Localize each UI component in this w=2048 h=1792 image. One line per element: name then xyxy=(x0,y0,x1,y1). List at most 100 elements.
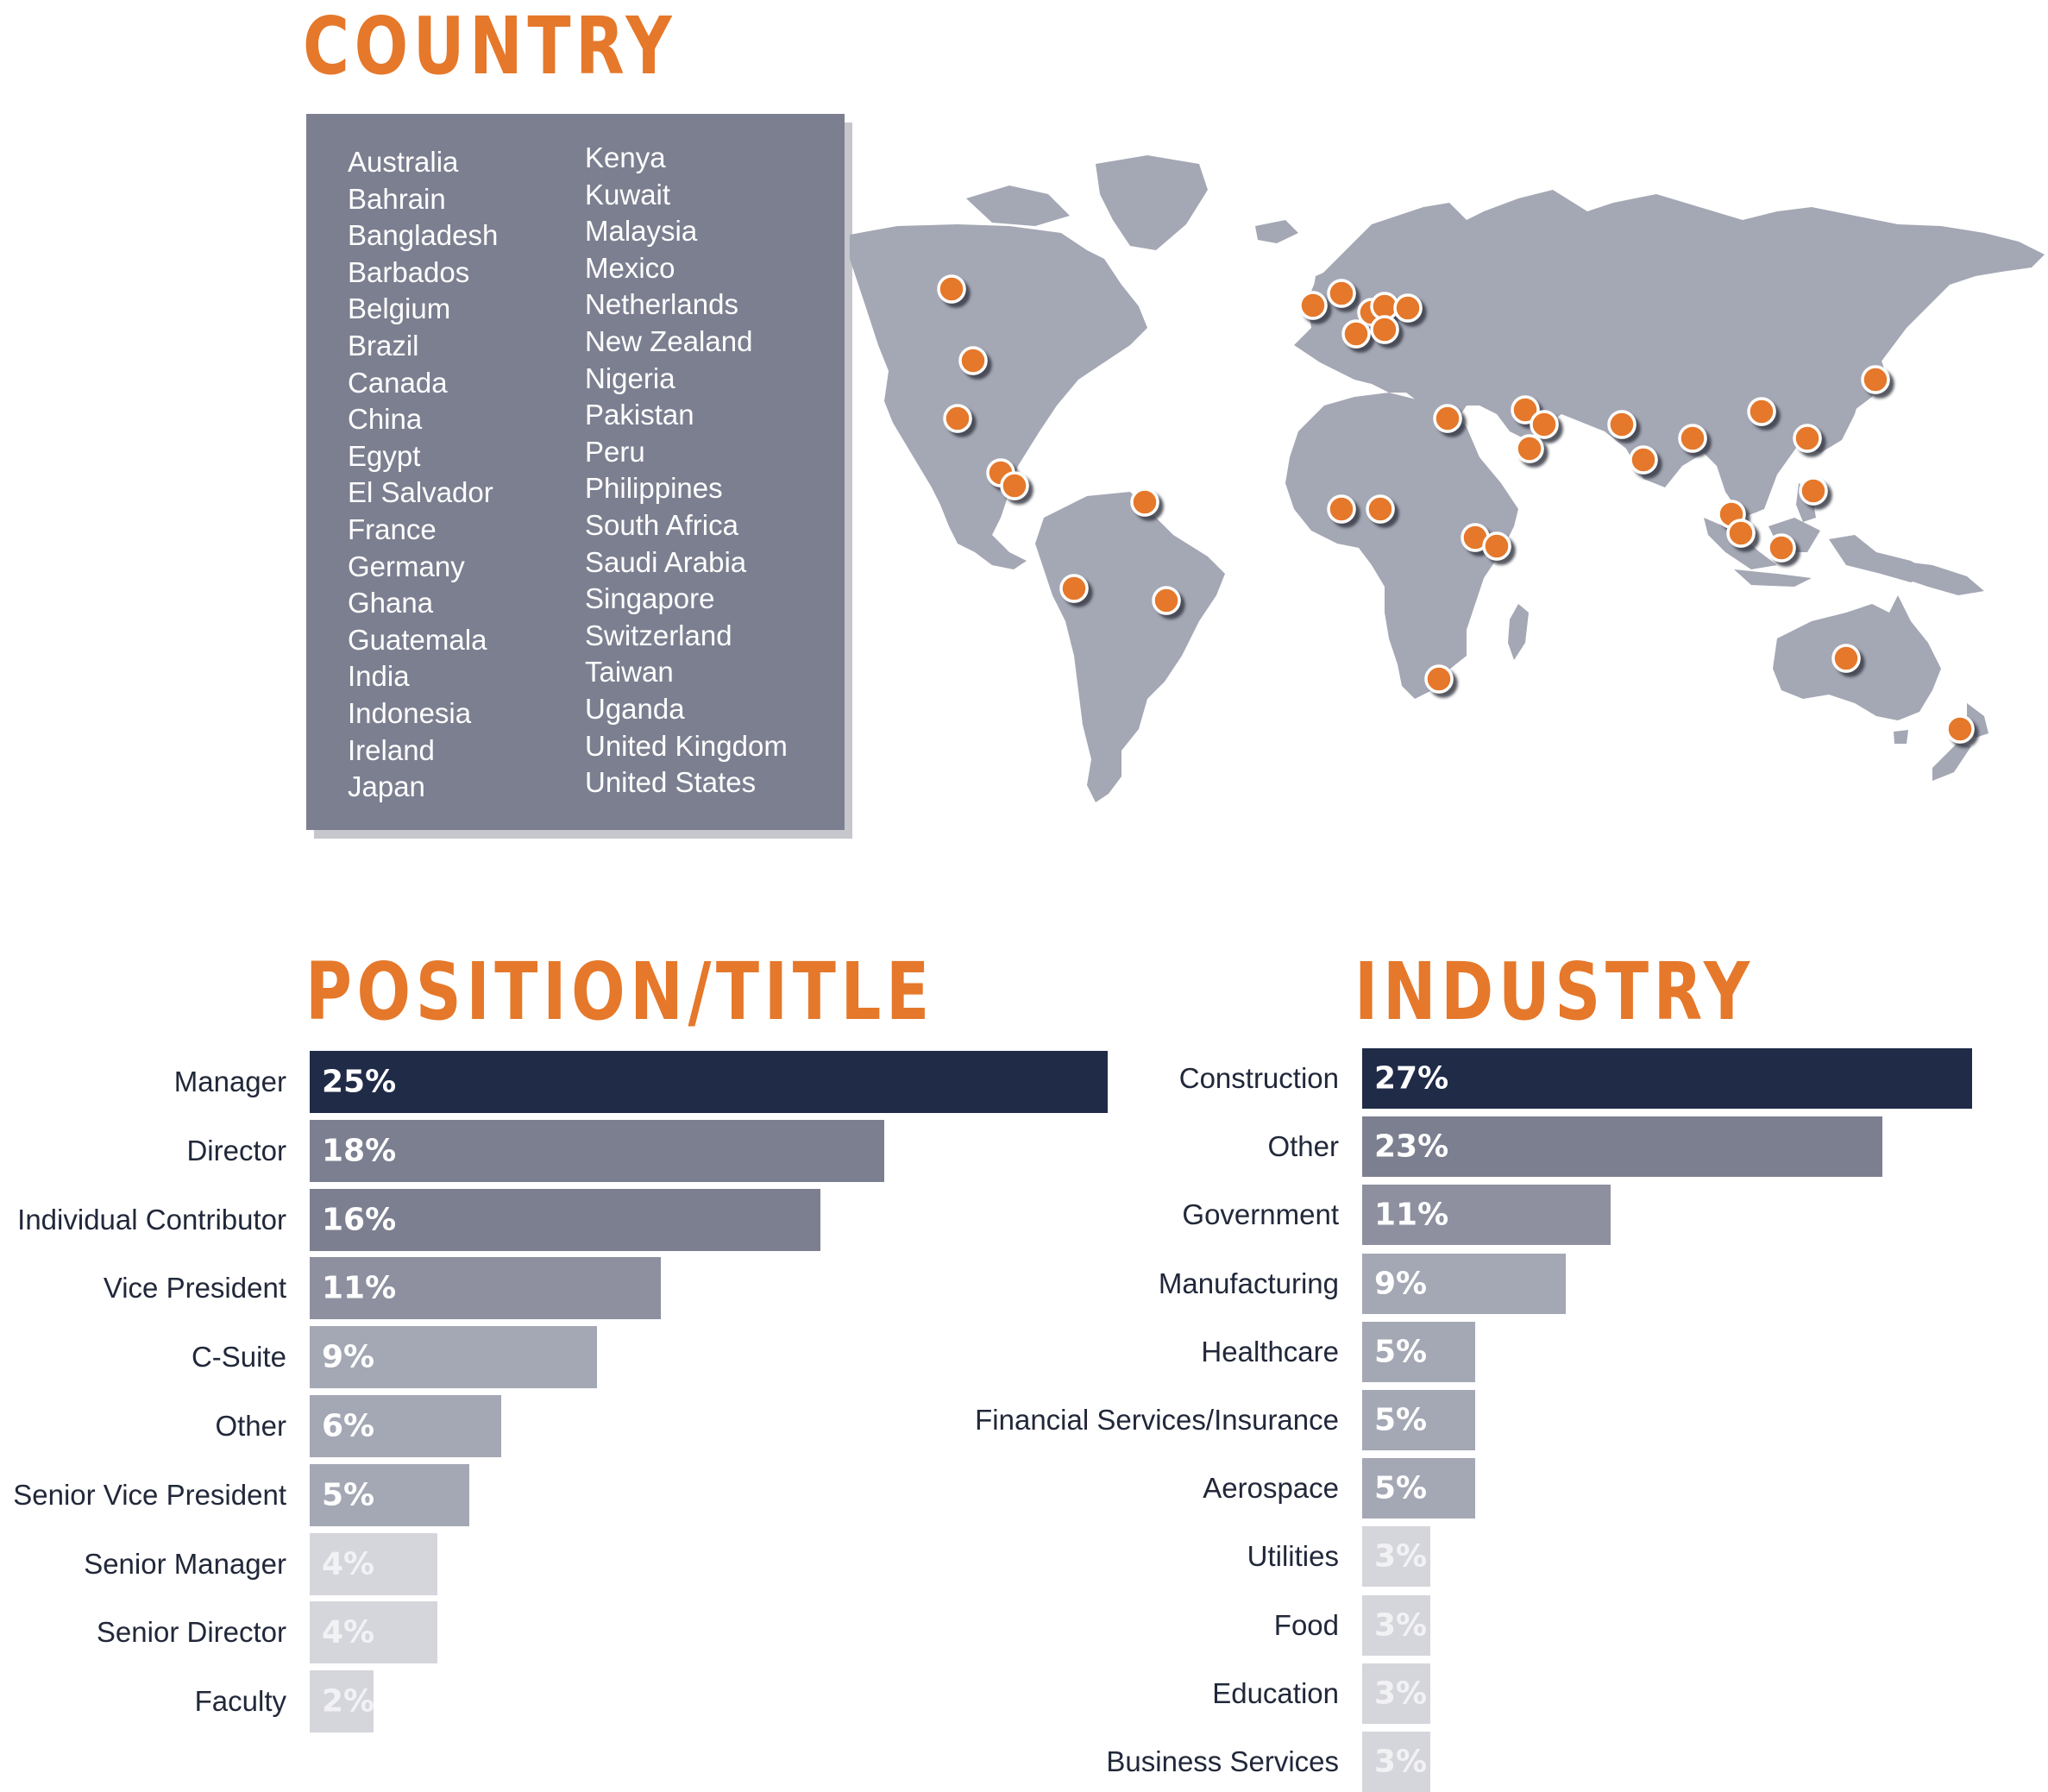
country-list-item: Peru xyxy=(585,435,645,468)
position-value-label: 5% xyxy=(322,1477,375,1513)
country-heading: COUNTRY xyxy=(303,0,677,92)
continent-new-zealand xyxy=(1932,703,1988,781)
country-list-item: Taiwan xyxy=(585,656,674,689)
location-marker xyxy=(1366,494,1395,524)
position-bar: 4% xyxy=(310,1601,437,1664)
country-list-item: Philippines xyxy=(585,472,723,505)
position-value-label: 2% xyxy=(322,1683,375,1720)
location-marker xyxy=(1799,476,1828,506)
industry-bar: 5% xyxy=(1362,1458,1475,1519)
position-category-label: Faculty xyxy=(194,1685,286,1718)
country-list-item: Netherlands xyxy=(585,288,738,321)
location-marker xyxy=(1298,291,1328,320)
industry-value-label: 3% xyxy=(1374,1676,1428,1712)
industry-category-label: Manufacturing xyxy=(1158,1267,1339,1299)
position-bar: 4% xyxy=(310,1532,437,1595)
continent-south-america xyxy=(1035,492,1225,802)
country-list-item: Egypt xyxy=(348,439,421,472)
industry-value-label: 3% xyxy=(1374,1607,1428,1644)
country-list-item: Bahrain xyxy=(348,182,446,215)
continent-sea-islands xyxy=(1704,483,1932,587)
country-list-item: Kuwait xyxy=(585,178,671,211)
location-marker xyxy=(1393,293,1423,323)
location-marker xyxy=(1000,471,1029,500)
location-marker xyxy=(937,274,966,304)
country-list-item: France xyxy=(348,512,437,545)
country-list-item: Uganda xyxy=(585,692,685,725)
continents xyxy=(850,155,2045,802)
location-marker xyxy=(1747,397,1776,426)
location-marker xyxy=(1793,424,1822,453)
industry-bar: 3% xyxy=(1362,1594,1430,1656)
location-marker xyxy=(1370,315,1399,344)
country-list-item: Pakistan xyxy=(585,399,694,431)
continent-arctic-islands xyxy=(966,185,1070,226)
position-category-label: Other xyxy=(215,1410,286,1442)
position-value-label: 16% xyxy=(322,1202,397,1238)
location-marker xyxy=(1530,410,1559,439)
country-list-column-1: Australia Bahrain Bangladesh Barbados Belgiu… xyxy=(348,144,498,806)
country-list-item: Malaysia xyxy=(585,215,698,248)
country-panel xyxy=(306,114,845,830)
position-value-label: 4% xyxy=(322,1546,375,1582)
location-marker xyxy=(1482,531,1511,561)
continent-north-america xyxy=(850,224,1147,569)
industry-category-label: Education xyxy=(1212,1676,1339,1709)
location-marker xyxy=(1424,664,1454,694)
location-marker xyxy=(1152,586,1181,615)
location-marker xyxy=(1433,404,1462,433)
continent-iceland xyxy=(1255,220,1298,243)
continent-madagascar xyxy=(1508,604,1529,660)
industry-heading: INDUSTRY xyxy=(1354,946,1755,1038)
country-list-item: Brazil xyxy=(348,329,419,362)
country-list-item: Kenya xyxy=(585,141,666,173)
position-value-label: 11% xyxy=(322,1270,397,1306)
industry-category-label: Other xyxy=(1267,1130,1339,1163)
position-bar: 25% xyxy=(310,1051,1108,1113)
country-list-item: Germany xyxy=(348,550,465,582)
position-category-label: Director xyxy=(186,1134,286,1166)
location-marker xyxy=(1327,279,1356,308)
country-list-item: Bangladesh xyxy=(348,219,499,252)
country-list-item: South Africa xyxy=(585,508,738,541)
position-category-label: C-Suite xyxy=(191,1341,286,1374)
continent-eurasia xyxy=(1294,190,2045,518)
location-marker xyxy=(1515,434,1544,463)
industry-category-label: Business Services xyxy=(1106,1745,1339,1777)
industry-value-label: 5% xyxy=(1374,1334,1428,1370)
industry-value-label: 27% xyxy=(1374,1060,1449,1097)
position-value-label: 4% xyxy=(322,1614,375,1651)
industry-bar: 3% xyxy=(1362,1663,1430,1724)
industry-category-label: Financial Services/Insurance xyxy=(975,1404,1339,1436)
industry-value-label: 3% xyxy=(1374,1744,1428,1780)
country-list-item: Mexico xyxy=(585,251,675,284)
country-list-item: Nigeria xyxy=(585,362,675,394)
country-list-item: Guatemala xyxy=(348,623,487,656)
position-bar: 6% xyxy=(310,1395,501,1457)
country-list-item: Japan xyxy=(348,770,425,803)
industry-category-label: Construction xyxy=(1178,1062,1339,1094)
continent-greenland xyxy=(1096,155,1208,250)
industry-bar: 3% xyxy=(1362,1732,1430,1792)
industry-category-label: Food xyxy=(1273,1608,1339,1641)
country-list-item: United States xyxy=(585,766,757,799)
country-list-item: Belgium xyxy=(348,292,451,325)
country-markers xyxy=(937,274,1975,744)
industry-value-label: 5% xyxy=(1374,1470,1428,1506)
country-list-item: New Zealand xyxy=(585,324,753,357)
country-list-item: Singapore xyxy=(585,582,715,615)
industry-bar: 5% xyxy=(1362,1390,1475,1450)
industry-bar: 11% xyxy=(1362,1185,1611,1246)
position-heading: POSITION/TITLE xyxy=(305,946,934,1038)
industry-value-label: 11% xyxy=(1374,1197,1449,1233)
industry-bar: 5% xyxy=(1362,1321,1475,1382)
position-value-label: 18% xyxy=(322,1133,397,1169)
continent-tasmania xyxy=(1894,730,1908,744)
country-list-item: Australia xyxy=(348,146,459,178)
industry-bar: 27% xyxy=(1362,1048,1973,1109)
continent-africa xyxy=(1285,393,1518,699)
country-list-column-2: Kenya Kuwait Malaysia Mexico Netherlands New … xyxy=(585,140,788,802)
industry-category-label: Government xyxy=(1182,1198,1339,1231)
industry-bar: 3% xyxy=(1362,1526,1430,1588)
location-marker xyxy=(1130,487,1159,517)
